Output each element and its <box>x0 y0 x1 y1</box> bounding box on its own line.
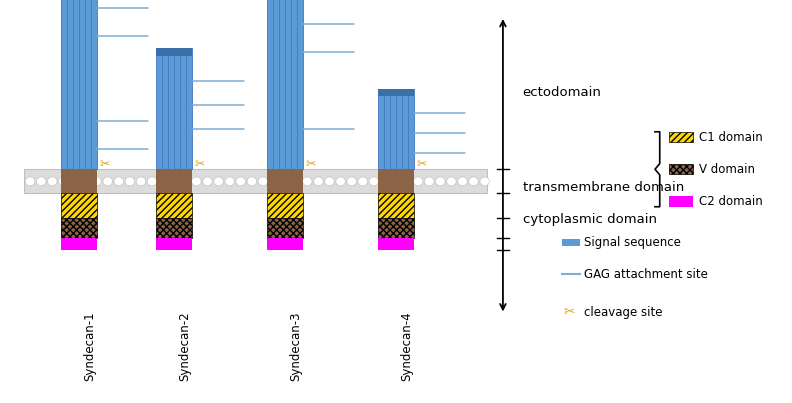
Bar <box>379 89 413 96</box>
Bar <box>157 218 192 238</box>
Ellipse shape <box>480 177 489 186</box>
Ellipse shape <box>369 177 379 186</box>
Bar <box>62 169 97 193</box>
Text: C1 domain: C1 domain <box>699 131 763 143</box>
Bar <box>267 169 303 193</box>
Bar <box>267 0 303 169</box>
Text: V domain: V domain <box>699 163 756 176</box>
Ellipse shape <box>225 177 234 186</box>
Bar <box>157 238 192 250</box>
Ellipse shape <box>181 177 190 186</box>
Ellipse shape <box>247 177 257 186</box>
Bar <box>669 196 693 207</box>
Text: transmembrane domain: transmembrane domain <box>523 181 684 194</box>
Text: ✂: ✂ <box>195 158 205 171</box>
Bar <box>669 164 693 174</box>
Text: ✂: ✂ <box>417 158 427 171</box>
Bar <box>379 89 413 169</box>
Ellipse shape <box>147 177 157 186</box>
Bar <box>669 132 693 142</box>
Text: Syndecan-1: Syndecan-1 <box>83 312 96 381</box>
Bar <box>157 169 192 193</box>
Ellipse shape <box>136 177 146 186</box>
Ellipse shape <box>280 177 290 186</box>
Bar <box>62 0 97 169</box>
Ellipse shape <box>125 177 135 186</box>
Bar <box>267 218 303 238</box>
Ellipse shape <box>59 177 68 186</box>
Ellipse shape <box>214 177 223 186</box>
Text: Syndecan-3: Syndecan-3 <box>289 312 302 381</box>
Text: ✂: ✂ <box>100 158 110 171</box>
Ellipse shape <box>92 177 101 186</box>
Ellipse shape <box>291 177 301 186</box>
Ellipse shape <box>25 177 35 186</box>
Bar <box>379 169 413 193</box>
Bar <box>379 193 413 218</box>
Ellipse shape <box>358 177 367 186</box>
Ellipse shape <box>303 177 312 186</box>
Ellipse shape <box>347 177 356 186</box>
Ellipse shape <box>391 177 401 186</box>
Ellipse shape <box>436 177 445 186</box>
Ellipse shape <box>269 177 279 186</box>
Ellipse shape <box>48 177 57 186</box>
Ellipse shape <box>70 177 79 186</box>
Ellipse shape <box>169 177 179 186</box>
Ellipse shape <box>314 177 323 186</box>
Ellipse shape <box>380 177 390 186</box>
Ellipse shape <box>425 177 434 186</box>
Text: ✂: ✂ <box>564 305 576 319</box>
Ellipse shape <box>114 177 124 186</box>
Text: Syndecan-4: Syndecan-4 <box>400 312 413 381</box>
Bar <box>24 169 487 193</box>
Text: C2 domain: C2 domain <box>699 195 763 208</box>
Text: GAG attachment site: GAG attachment site <box>584 268 708 280</box>
Ellipse shape <box>413 177 423 186</box>
Text: ✂: ✂ <box>306 158 316 171</box>
Ellipse shape <box>103 177 112 186</box>
Bar <box>562 239 580 246</box>
Bar <box>379 238 413 250</box>
Text: ectodomain: ectodomain <box>523 86 602 99</box>
Ellipse shape <box>192 177 201 186</box>
Bar <box>62 238 97 250</box>
Ellipse shape <box>402 177 412 186</box>
Bar <box>157 193 192 218</box>
Bar <box>62 193 97 218</box>
Text: cytoplasmic domain: cytoplasmic domain <box>523 213 657 226</box>
Ellipse shape <box>236 177 246 186</box>
Bar <box>157 48 192 169</box>
Ellipse shape <box>325 177 334 186</box>
Text: Syndecan-2: Syndecan-2 <box>178 312 191 381</box>
Ellipse shape <box>447 177 456 186</box>
Bar <box>62 218 97 238</box>
Ellipse shape <box>469 177 478 186</box>
Bar <box>267 238 303 250</box>
Ellipse shape <box>81 177 90 186</box>
Ellipse shape <box>158 177 168 186</box>
Ellipse shape <box>36 177 46 186</box>
Ellipse shape <box>258 177 268 186</box>
Text: cleavage site: cleavage site <box>584 306 663 319</box>
Ellipse shape <box>336 177 345 186</box>
Bar <box>157 48 192 56</box>
Bar <box>267 193 303 218</box>
Ellipse shape <box>203 177 212 186</box>
Bar <box>379 218 413 238</box>
Ellipse shape <box>458 177 467 186</box>
Text: Signal sequence: Signal sequence <box>584 236 681 249</box>
